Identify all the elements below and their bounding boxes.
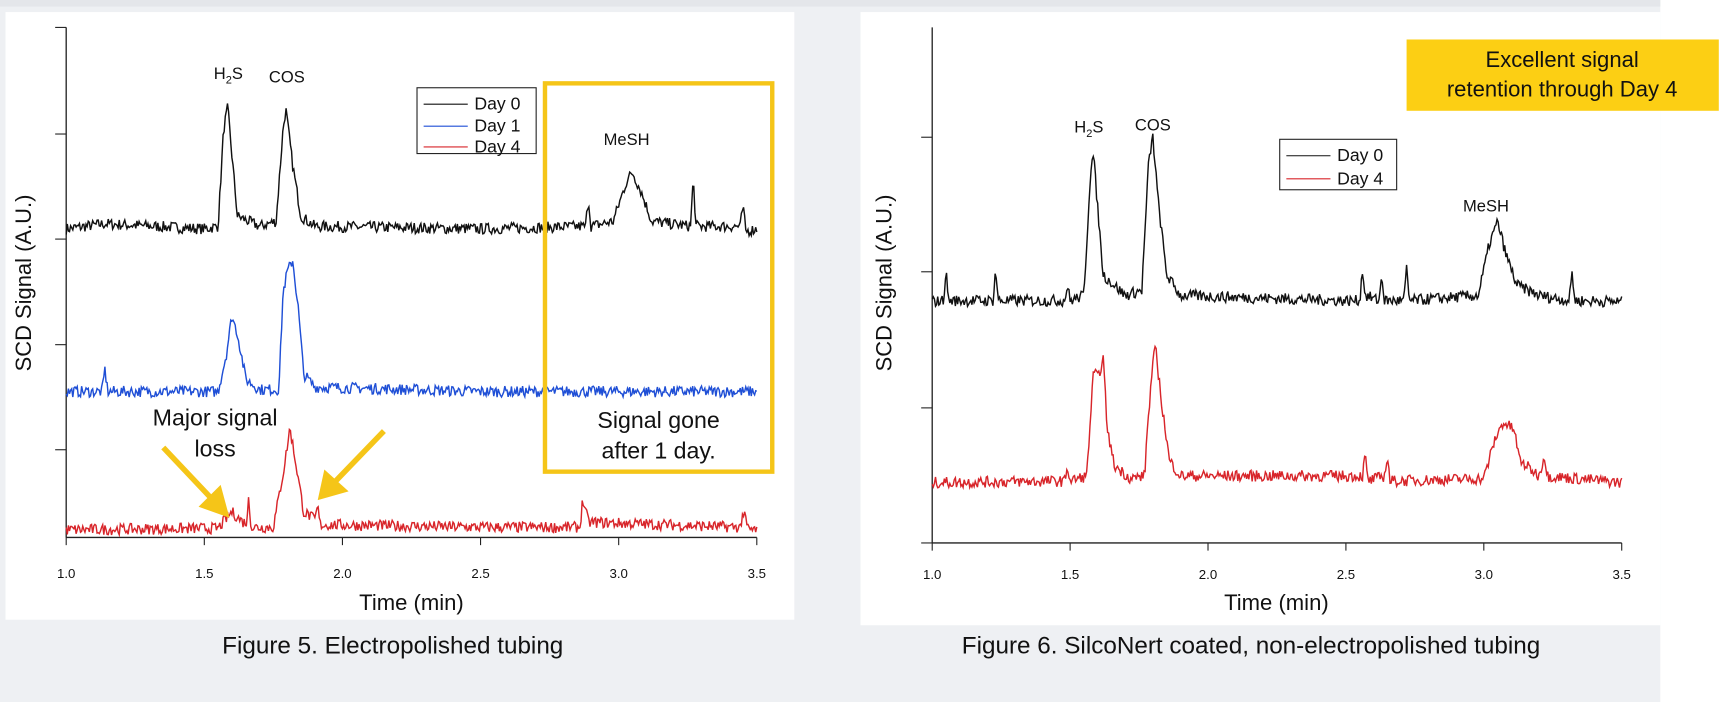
legend-label-day0: Day 0 <box>474 94 520 114</box>
x-tick-label: 2.5 <box>1337 567 1355 582</box>
top-divider <box>0 0 1661 7</box>
figure5-axes: 1.0 1.5 2.0 2.5 3.0 3.5 <box>55 26 766 581</box>
figure5-legend: Day 0 Day 1 Day 4 <box>416 87 537 157</box>
figure5-ylabel: SCD Signal (A.U.) <box>11 195 36 372</box>
legend-label-day0: Day 0 <box>1337 145 1383 165</box>
x-tick-label: 1.0 <box>923 567 941 582</box>
retention-callout <box>1406 39 1719 111</box>
figure6-series <box>931 133 1623 491</box>
peak-label-cos: COS <box>269 68 305 86</box>
figure5-series <box>65 103 758 538</box>
figure5-chart: 1.0 1.5 2.0 2.5 3.0 3.5 H2S COS MeSH Day 0 Da… <box>11 26 775 660</box>
x-tick-label: 3.5 <box>1613 567 1631 582</box>
arrow-icon <box>317 429 386 501</box>
signal-loss-line1: Major signal <box>153 405 278 431</box>
signal-loss-line2: loss <box>195 435 236 461</box>
figure6-panel <box>860 12 1661 626</box>
arrow-icon <box>161 445 230 518</box>
series-line-day-0 <box>931 133 1623 309</box>
x-tick-label: 1.5 <box>1061 567 1079 582</box>
signal-gone-highlight-box <box>542 81 775 474</box>
figure5-panel <box>5 12 795 620</box>
figure5-xlabel: Time (min) <box>359 590 464 615</box>
x-tick-label: 1.0 <box>57 566 75 581</box>
legend-label-day4: Day 4 <box>1337 168 1383 188</box>
signal-gone-line1: Signal gone <box>597 407 719 433</box>
x-tick-label: 2.5 <box>471 566 489 581</box>
figure6-caption: Figure 6. SilcoNert coated, non-electrop… <box>962 633 1540 660</box>
peak-label-mesh: MeSH <box>604 131 650 149</box>
series-line-day-1 <box>65 261 758 400</box>
legend-label-day4: Day 4 <box>474 137 520 157</box>
peak-label-h2s: H2S <box>1074 119 1103 140</box>
figure6-axes: 1.0 1.5 2.0 2.5 3.0 3.5 <box>921 27 1631 582</box>
figure6-ylabel: SCD Signal (A.U.) <box>871 195 896 372</box>
x-tick-label: 3.0 <box>1475 567 1493 582</box>
series-line-day-4 <box>931 344 1623 491</box>
legend-label-day1: Day 1 <box>474 116 520 136</box>
figure6-legend: Day 0 Day 4 <box>1279 138 1398 191</box>
peak-label-mesh: MeSH <box>1463 198 1509 216</box>
retention-line1: Excellent signal <box>1485 47 1638 72</box>
x-tick-label: 2.0 <box>333 566 351 581</box>
x-tick-label: 2.0 <box>1199 567 1217 582</box>
figure5-caption: Figure 5. Electropolished tubing <box>222 633 563 660</box>
peak-label-h2s: H2S <box>214 65 243 86</box>
peak-label-cos: COS <box>1135 117 1171 135</box>
figure6-chart: 1.0 1.5 2.0 2.5 3.0 3.5 H2S COS MeSH Day 0 Da… <box>871 27 1719 660</box>
signal-gone-line2: after 1 day. <box>602 438 716 464</box>
series-line-day-4 <box>65 427 758 538</box>
x-tick-label: 3.5 <box>748 566 766 581</box>
figure6-xlabel: Time (min) <box>1224 590 1329 615</box>
x-tick-label: 3.0 <box>609 566 627 581</box>
x-tick-label: 1.5 <box>195 566 213 581</box>
series-line-day-0 <box>65 103 758 239</box>
retention-line2: retention through Day 4 <box>1447 77 1678 102</box>
